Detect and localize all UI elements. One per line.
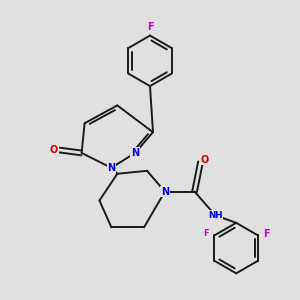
- Text: F: F: [263, 229, 270, 239]
- Text: F: F: [147, 22, 153, 32]
- Text: O: O: [50, 145, 58, 155]
- Text: NH: NH: [208, 211, 223, 220]
- Text: F: F: [203, 230, 209, 238]
- Text: O: O: [201, 154, 209, 164]
- Text: N: N: [131, 148, 139, 158]
- Text: N: N: [161, 187, 169, 196]
- Text: N: N: [107, 163, 116, 173]
